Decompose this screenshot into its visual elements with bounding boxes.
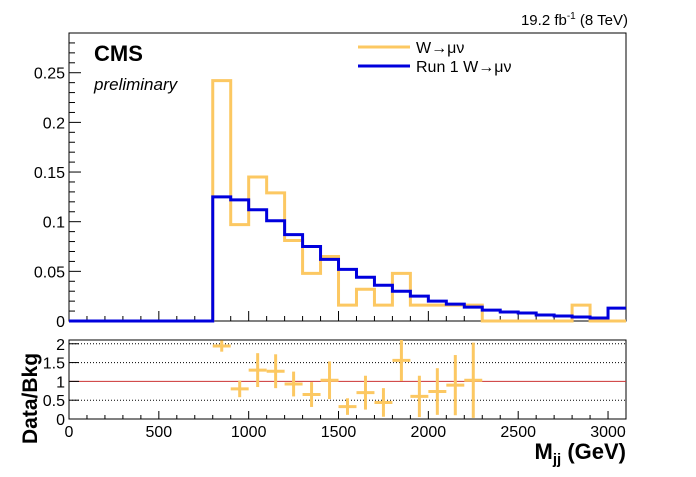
main-frame bbox=[68, 32, 627, 322]
ratio-x-tick-label: 3000 bbox=[590, 424, 626, 441]
ratio-x-tick-label: 2000 bbox=[411, 424, 447, 441]
main-panel: 0 0.05 0.1 0.15 0.2 0.25 CMS preliminary W→μν… bbox=[34, 32, 627, 331]
main-y-tick-label: 0 bbox=[56, 314, 65, 331]
x-axis-label: Mjj (GeV) bbox=[535, 439, 626, 468]
ratio-panel: 00.511.52 0 500 1000 1500 2000 2500 3000 Mjj (… bbox=[19, 337, 627, 468]
ratio-point bbox=[284, 371, 303, 397]
ratio-point bbox=[248, 353, 267, 388]
ratio-frame bbox=[68, 339, 627, 420]
main-y-tick-label: 0.05 bbox=[34, 264, 65, 281]
main-y-tick-label: 0.15 bbox=[34, 165, 65, 182]
ratio-y-axis: 0 0.5 11.5 2 bbox=[43, 337, 79, 429]
ratio-y-tick-label: 2 bbox=[56, 337, 65, 354]
ratio-x-tick-label: 0 bbox=[65, 424, 74, 441]
ratio-point bbox=[338, 398, 357, 415]
ratio-point bbox=[446, 355, 465, 416]
ratio-y-tick-label: 1 bbox=[56, 374, 65, 391]
legend-label: Run 1 W→μν bbox=[416, 59, 511, 76]
ratio-point bbox=[212, 340, 231, 352]
luminosity-label: 19.2 fb-1 (8 TeV) bbox=[521, 11, 628, 29]
ratio-x-tick-label: 500 bbox=[145, 424, 172, 441]
ratio-y-axis-label: Data/Bkg bbox=[19, 353, 42, 444]
ratio-x-tick-label: 1500 bbox=[321, 424, 357, 441]
status-label: preliminary bbox=[93, 75, 179, 94]
main-y-tick-label: 0.1 bbox=[43, 215, 65, 232]
histogram-series-1 bbox=[69, 79, 626, 323]
ratio-point bbox=[428, 368, 447, 415]
ratio-point bbox=[392, 340, 411, 382]
ratio-point bbox=[266, 354, 285, 389]
histograms bbox=[69, 79, 626, 323]
ratio-y-tick-label: 0.5 bbox=[43, 393, 65, 410]
ratio-x-tick-label: 1000 bbox=[231, 424, 267, 441]
ratio-points bbox=[212, 340, 483, 418]
ratio-y-tick-label: 0 bbox=[56, 412, 65, 429]
ratio-x-tick-label: 2500 bbox=[500, 424, 536, 441]
experiment-label: CMS bbox=[94, 41, 143, 66]
main-y-tick-label: 0.2 bbox=[43, 115, 65, 132]
legend-label: W→μν bbox=[416, 40, 464, 57]
ratio-grid bbox=[69, 343, 626, 401]
ratio-point bbox=[464, 342, 483, 418]
ratio-point bbox=[410, 375, 429, 418]
legend: W→μν Run 1 W→μν bbox=[358, 40, 511, 76]
ratio-point bbox=[302, 382, 321, 407]
ratio-point bbox=[374, 388, 393, 417]
ratio-point bbox=[320, 361, 339, 400]
main-y-tick-label: 0.25 bbox=[34, 66, 65, 83]
ratio-point bbox=[356, 375, 375, 410]
ratio-x-axis: 0 500 1000 1500 2000 2500 3000 bbox=[65, 411, 626, 441]
histogram-series-2 bbox=[69, 195, 626, 323]
ratio-point bbox=[230, 380, 249, 398]
main-y-axis: 0 0.05 0.1 0.15 0.2 0.25 bbox=[34, 42, 81, 331]
ratio-y-tick-label: 1.5 bbox=[43, 356, 65, 373]
